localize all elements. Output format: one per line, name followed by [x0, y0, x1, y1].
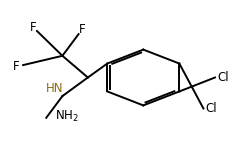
Text: Cl: Cl — [205, 102, 216, 115]
Text: Cl: Cl — [216, 71, 228, 84]
Text: F: F — [78, 23, 85, 36]
Text: NH$_2$: NH$_2$ — [55, 109, 79, 124]
Text: F: F — [13, 60, 20, 73]
Text: F: F — [30, 21, 36, 34]
Text: HN: HN — [46, 82, 63, 95]
